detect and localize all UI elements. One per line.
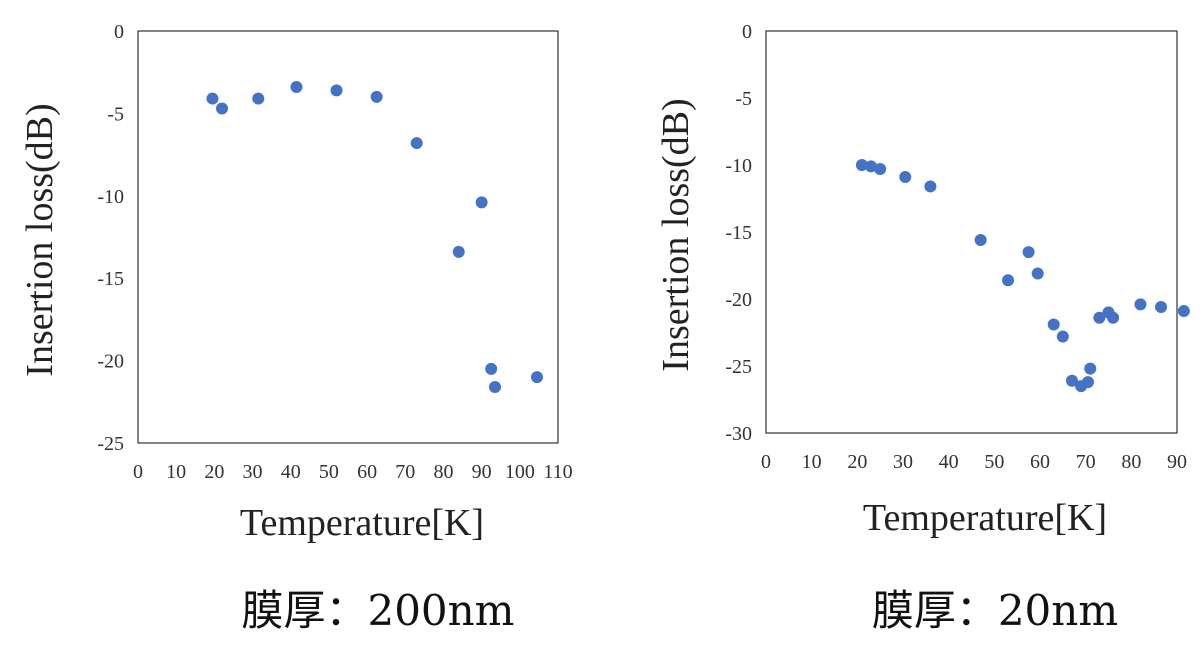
data-point [410,137,423,150]
plot-area-200nm [137,30,559,444]
y-tick-labels-20nm: 0 -5 -10 -15 -20 -25 -30 [725,21,752,445]
y-tick-label: -15 [97,268,124,290]
data-point [370,90,383,103]
x-tick-label: 40 [281,461,301,483]
y-tick-label: -10 [725,155,752,177]
y-tick-label: -25 [97,433,124,455]
data-point [1134,298,1147,311]
data-point [855,159,868,171]
data-point [485,362,498,375]
caption-20nm: 膜厚：20nm [872,586,1118,635]
x-tick-label: 70 [1076,451,1096,473]
x-tick-label: 40 [939,451,959,473]
data-point [489,380,501,393]
x-tick-label: 20 [204,461,224,483]
y-tick-label: -5 [735,88,752,110]
x-tick-label: 10 [166,461,186,483]
x-tick-label: 80 [433,461,453,483]
data-point [330,84,343,97]
y-tick-label: 0 [114,21,124,43]
data-point [452,245,465,258]
x-axis-title-20nm: Temperature[K] [863,497,1107,539]
chart-200nm: 0 -5 -10 -15 -20 -25 0 10 20 30 40 50 60 70 80 90 100 11… [19,21,573,635]
y-tick-label: -5 [107,103,124,125]
y-tick-label: -10 [97,186,124,208]
x-tick-label: 10 [802,451,822,473]
data-point [974,234,987,247]
y-tick-label: 0 [742,21,752,43]
y-axis-title-200nm: Insertion loss(dB) [19,103,61,376]
x-tick-label: 30 [243,461,263,483]
data-point [1065,374,1078,387]
x-tick-labels-20nm: 0 10 20 30 40 50 60 70 80 90 [761,451,1187,473]
x-tick-label: 20 [847,451,867,473]
x-tick-label: 30 [893,451,913,473]
data-point [290,81,303,94]
data-point [874,163,887,176]
data-point [899,171,912,184]
chart-20nm: 0 -5 -10 -15 -20 -25 -30 0 10 20 30 40 50 60 70 80 90 I… [655,21,1190,635]
data-point [1047,318,1060,331]
data-point [216,102,228,115]
data-point [1084,362,1097,375]
plot-area-20nm [765,30,1178,434]
data-point [924,180,937,193]
data-point [865,160,878,173]
data-point [475,196,488,209]
data-point [1155,301,1168,314]
data-point [1081,376,1094,389]
data-point [1107,311,1120,324]
data-point [1031,267,1044,280]
x-tick-label: 0 [761,451,771,473]
x-tick-label: 60 [357,461,377,483]
y-tick-label: -25 [725,356,752,378]
data-point [206,92,219,105]
data-point [1177,305,1190,318]
x-tick-label: 80 [1121,451,1141,473]
data-point [1056,330,1069,343]
x-tick-label: 90 [1167,451,1187,473]
x-tick-label: 70 [395,461,415,483]
data-point [531,371,543,384]
x-tick-label: 50 [984,451,1004,473]
x-tick-label: 110 [543,461,572,483]
x-tick-label: 50 [319,461,339,483]
caption-200nm: 膜厚：200nm [241,586,514,635]
data-point [1093,311,1106,324]
y-tick-labels-200nm: 0 -5 -10 -15 -20 -25 [97,21,124,455]
y-tick-label: -20 [97,351,124,373]
x-tick-label: 0 [133,461,143,483]
x-tick-labels-200nm: 0 10 20 30 40 50 60 70 80 90 100 110 [133,461,573,483]
y-tick-label: -15 [725,222,752,244]
data-points-200nm [206,81,543,393]
data-point [1022,246,1035,259]
data-point [252,92,265,105]
data-points-20nm [855,159,1190,393]
x-tick-label: 100 [505,461,535,483]
y-axis-title-20nm: Insertion loss(dB) [655,98,697,371]
y-tick-label: -20 [725,289,752,311]
x-tick-label: 60 [1030,451,1050,473]
data-point [1002,274,1015,287]
x-axis-title-200nm: Temperature[K] [240,502,484,544]
x-tick-label: 90 [472,461,492,483]
y-tick-label: -30 [725,423,752,445]
